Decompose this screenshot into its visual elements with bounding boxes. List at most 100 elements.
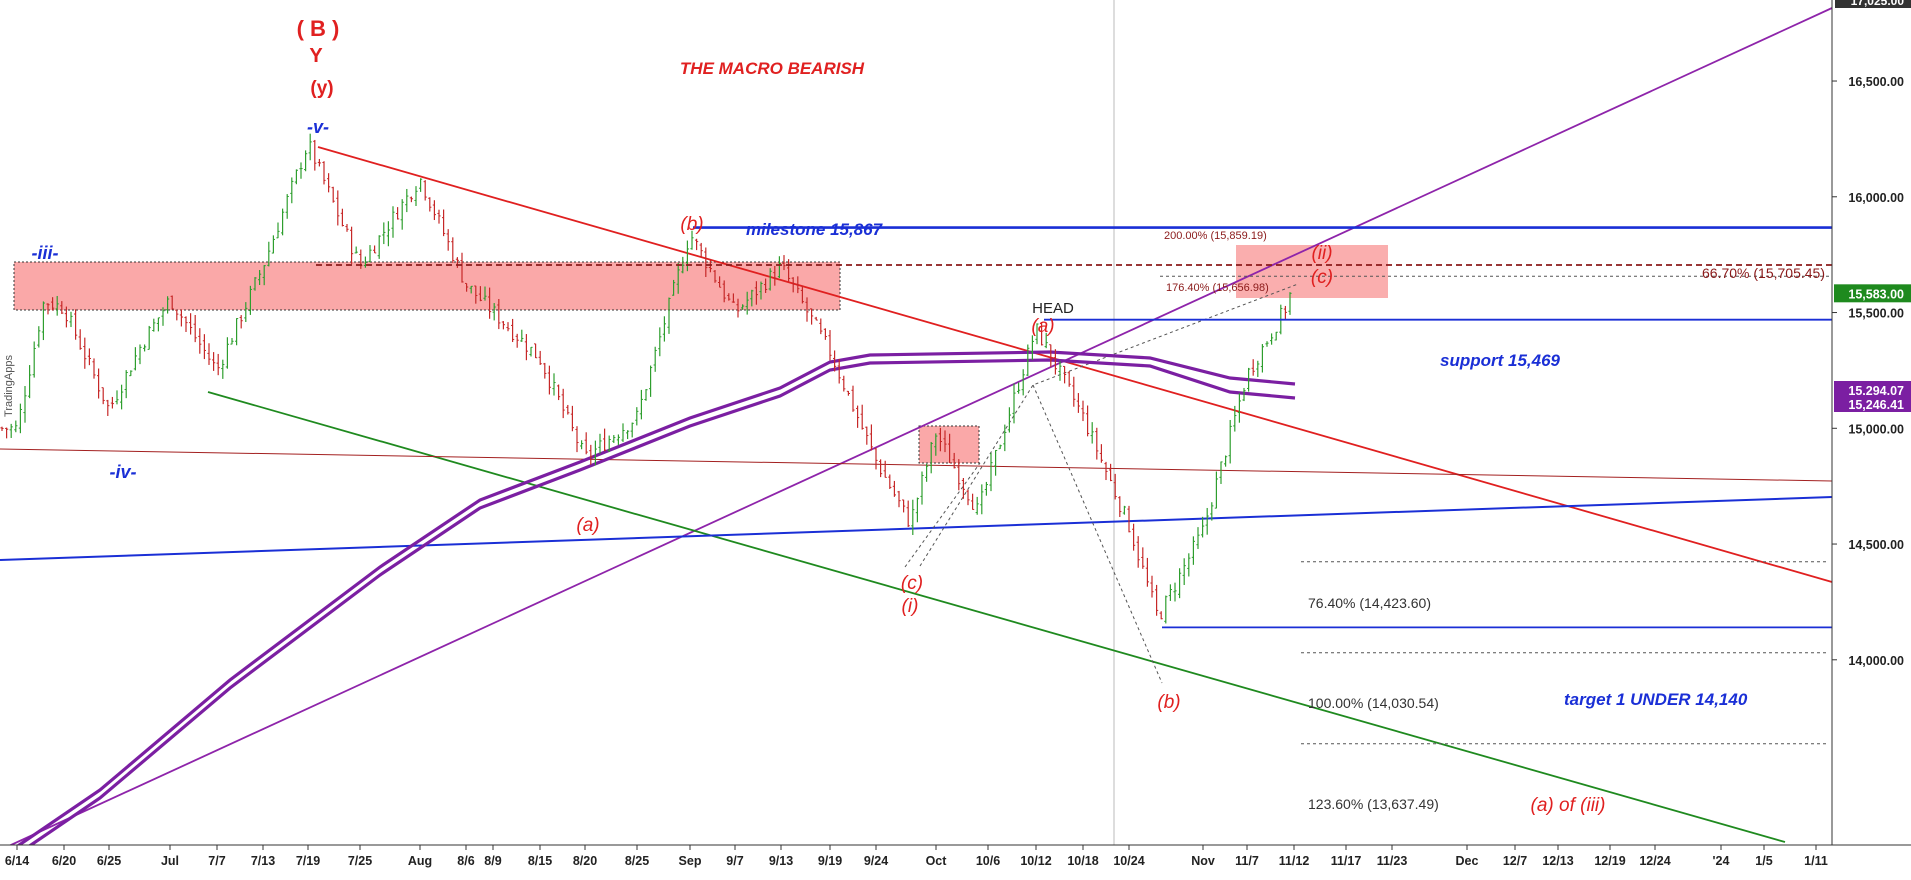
wave-label: (c) (1311, 267, 1333, 288)
moving-averages-layer (0, 350, 1296, 868)
wave-label: (a) of (iii) (1531, 795, 1606, 816)
x-tick-label: Jul (161, 854, 179, 868)
wave-label: Y (309, 45, 323, 67)
target-zone (1236, 245, 1388, 298)
wave-label: (a) (1031, 316, 1054, 337)
x-tick-label: Oct (926, 854, 948, 868)
x-tick-label: 6/14 (5, 854, 29, 868)
x-tick-label: 9/13 (769, 854, 793, 868)
x-tick-label: 9/19 (818, 854, 842, 868)
x-tick-label: 12/7 (1503, 854, 1527, 868)
ma-value-label: 15,294.07 (1848, 384, 1904, 398)
x-tick-label: 8/6 (457, 854, 474, 868)
lines-layer (0, 0, 1833, 851)
y-axis-panel (1832, 0, 1911, 875)
level-label: milestone 15,867 (746, 220, 884, 239)
x-tick-label: 9/7 (726, 854, 743, 868)
x-axis-panel (0, 845, 1911, 875)
x-tick-label: 10/12 (1020, 854, 1051, 868)
wave-label: -iii- (32, 243, 59, 263)
fib-level-label: 66.70% (15,705.45) (1702, 265, 1825, 281)
top-value-tag (1835, 0, 1911, 8)
wave-label: (ii) (1311, 243, 1332, 264)
ma-value-label: 15,246.41 (1848, 398, 1904, 412)
resistance-zone (13, 261, 841, 311)
x-tick-label: 10/24 (1113, 854, 1144, 868)
x-tick-label: 11/23 (1377, 854, 1408, 868)
last-price-tag (1834, 284, 1911, 303)
x-tick-label: 7/19 (296, 854, 320, 868)
x-tick-label: 8/25 (625, 854, 649, 868)
fib-level-label: 176.40% (15,656.98) (1166, 282, 1269, 294)
chart-title: THE MACRO BEARISH (680, 59, 865, 78)
watermark: TradingApps (2, 355, 15, 417)
x-tick-label: 7/13 (251, 854, 275, 868)
wave-label: (c) (901, 573, 923, 594)
x-tick-label: 12/13 (1542, 854, 1573, 868)
moving-average-1 (0, 350, 1296, 860)
blue-trend-line (0, 496, 1833, 561)
y-tick-label: 14,000.00 (1848, 654, 1904, 668)
wave-label: (i) (902, 596, 919, 617)
x-tick-label: 1/11 (1804, 854, 1828, 868)
x-tick-label: 1/5 (1755, 854, 1772, 868)
head-label: HEAD (1032, 300, 1074, 317)
x-tick-label: 10/6 (976, 854, 1000, 868)
level-label: target 1 UNDER 14,140 (1564, 690, 1748, 709)
x-tick-label: 8/20 (573, 854, 597, 868)
levels-layer: milestone 15,867 support 15,469 target 1 U… (316, 220, 1832, 812)
fib-level-label: 76.40% (14,423.60) (1308, 595, 1431, 611)
wave-label: (b) (1157, 692, 1180, 713)
x-tick-label: 10/18 (1067, 854, 1098, 868)
ma-value-tag (1834, 381, 1911, 398)
level-label: support 15,469 (1440, 351, 1561, 370)
x-tick-label: 12/19 (1594, 854, 1625, 868)
last-price-label: 15,583.00 (1848, 287, 1904, 301)
x-tick-label: 11/17 (1331, 854, 1362, 868)
wave-label: ( B ) (297, 16, 340, 41)
brown-trend-line (0, 448, 1833, 482)
fib-projection-line (919, 283, 1299, 567)
x-tick-label: 7/25 (348, 854, 372, 868)
x-tick-label: '24 (1713, 854, 1730, 868)
wave-label: (y) (310, 78, 333, 99)
candles-layer (0, 133, 1292, 624)
fib-retrace-line (1032, 384, 1163, 684)
y-tick-label: 16,000.00 (1848, 191, 1904, 205)
x-tick-label: Sep (679, 854, 702, 868)
x-tick-label: 12/24 (1639, 854, 1670, 868)
fib-level-label: 200.00% (15,859.19) (1164, 230, 1267, 242)
x-tick-label: 11/12 (1279, 854, 1310, 868)
labels-layer: ( B ) Y (y) -v- -iii- -iv- (a) (b) (c) (i) (a) (b) (… (32, 16, 1606, 816)
y-tick-label: 16,500.00 (1848, 75, 1904, 89)
x-tick-label: 6/25 (97, 854, 121, 868)
x-tick-label: 8/15 (528, 854, 552, 868)
ma-value-tag (1834, 395, 1911, 412)
y-tick-label: 15,500.00 (1848, 307, 1904, 321)
purple-channel-line (0, 7, 1833, 851)
x-tick-label: 6/20 (52, 854, 76, 868)
red-trend-line (317, 146, 1833, 583)
top-value-label: 17,025.00 (1851, 0, 1905, 8)
x-tick-label: Aug (408, 854, 432, 868)
x-tick-label: 9/24 (864, 854, 888, 868)
x-tick-label: Dec (1456, 854, 1479, 868)
y-tick-label: 14,500.00 (1848, 538, 1904, 552)
x-tick-label: 7/7 (208, 854, 225, 868)
fib-level-label: 100.00% (14,030.54) (1308, 695, 1439, 711)
wave-label: -iv- (110, 462, 137, 482)
wave-label: -v- (307, 117, 329, 137)
x-tick-label: Nov (1191, 854, 1215, 868)
green-trend-line (207, 391, 1786, 843)
wave-label: (b) (680, 214, 703, 235)
zones-layer (13, 245, 1388, 464)
fib-level-label: 123.60% (13,637.49) (1308, 796, 1439, 812)
x-tick-label: 11/7 (1235, 854, 1259, 868)
y-tick-label: 15,000.00 (1848, 422, 1904, 436)
x-tick-label: 8/9 (484, 854, 501, 868)
wave-label: (a) (576, 515, 599, 536)
moving-average-2 (0, 358, 1296, 868)
